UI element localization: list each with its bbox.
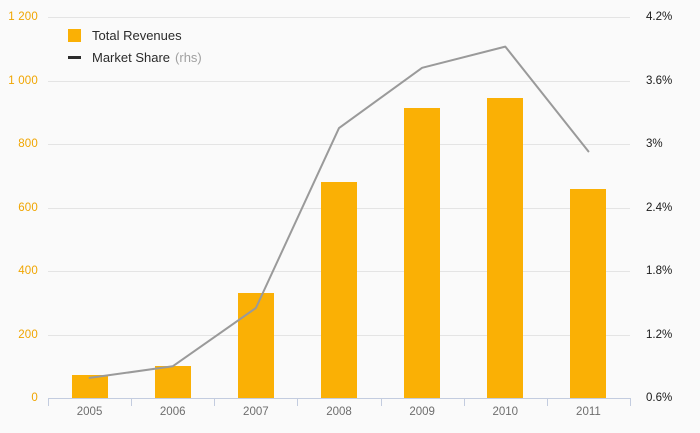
left-axis-tick-label: 600	[18, 201, 38, 214]
left-axis-tick-label: 1 000	[8, 74, 38, 87]
right-axis-tick-label: 3%	[646, 138, 663, 150]
right-axis-tick-label: 0.6%	[646, 392, 673, 404]
legend-label-total-revenues: Total Revenues	[92, 27, 182, 43]
bar[interactable]	[71, 375, 108, 398]
x-axis-tick	[48, 398, 49, 406]
x-axis-label: 2005	[76, 406, 103, 418]
right-axis-tick-label: 1.2%	[646, 328, 673, 341]
x-axis-line	[48, 398, 630, 399]
bar[interactable]	[237, 292, 274, 398]
market-share-polyline	[88, 45, 590, 379]
x-axis-tick	[214, 398, 216, 406]
left-axis-tick-label: 800	[18, 138, 38, 150]
x-axis-tick	[463, 398, 465, 406]
bar[interactable]	[321, 181, 357, 398]
right-axis-tick-label: 4.2%	[646, 11, 673, 23]
x-axis-tick	[630, 398, 631, 406]
gridline	[48, 17, 630, 18]
chart-legend: Total Revenues Market Share (rhs)	[68, 24, 202, 68]
gridline	[48, 144, 630, 145]
legend-line-swatch-icon	[68, 55, 81, 59]
left-axis-tick-label: 400	[18, 265, 38, 277]
left-axis-tick-label: 0	[31, 392, 38, 404]
right-axis-tick-label: 1.8%	[646, 265, 673, 277]
x-axis-tick	[131, 398, 133, 406]
legend-bar-swatch-icon	[68, 28, 81, 42]
left-axis-tick-label: 200	[18, 328, 38, 341]
x-axis-tick	[380, 398, 382, 406]
plot-area	[48, 17, 630, 398]
right-axis-tick-label: 3.6%	[646, 74, 673, 87]
x-axis-label: 2011	[576, 406, 601, 418]
line-series-market-share	[88, 45, 590, 379]
bar[interactable]	[487, 97, 524, 398]
x-axis-label: 2009	[409, 406, 435, 418]
bar[interactable]	[404, 108, 441, 398]
legend-item-market-share[interactable]: Market Share (rhs)	[68, 46, 202, 68]
x-axis-tick	[297, 398, 299, 406]
right-axis-tick-label: 2.4%	[646, 201, 673, 214]
gridline	[48, 80, 630, 82]
bar[interactable]	[570, 188, 607, 398]
legend-label-market-share: Market Share	[92, 49, 171, 65]
left-axis-tick-label: 1 200	[8, 11, 38, 23]
x-axis-label: 2008	[326, 406, 352, 418]
x-axis-label: 2010	[492, 406, 519, 418]
legend-item-total-revenues[interactable]: Total Revenues	[68, 24, 202, 46]
x-axis-tick	[546, 398, 548, 406]
x-axis-label: 2007	[243, 406, 269, 418]
bar[interactable]	[154, 365, 191, 398]
x-axis-label: 2006	[159, 406, 186, 418]
legend-sublabel-rhs: (rhs)	[175, 49, 202, 65]
